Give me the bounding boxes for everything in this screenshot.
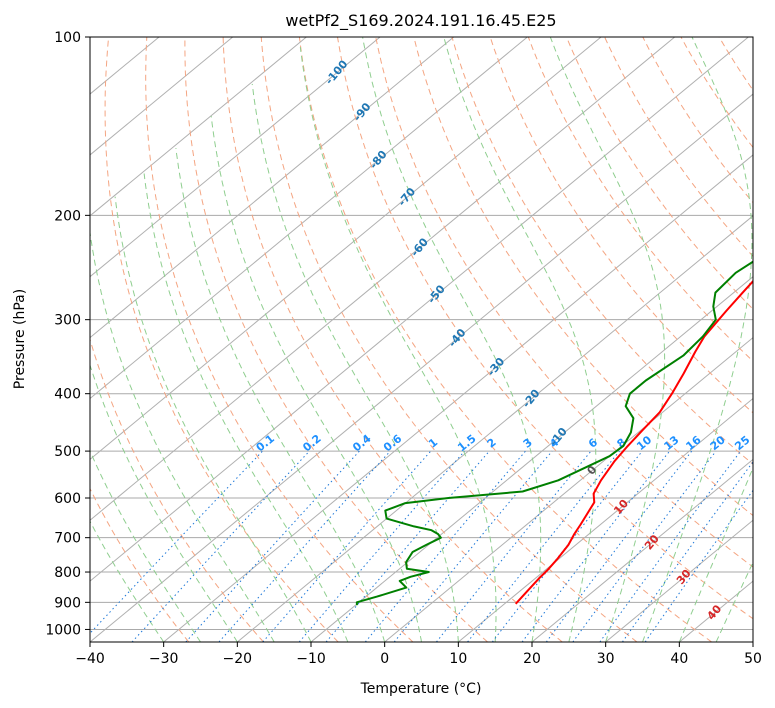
dry-adiabat-line [90, 487, 190, 642]
x-tick-label: 40 [670, 651, 688, 667]
isotherm-line [90, 37, 234, 156]
moist-adiabat-line [90, 520, 165, 642]
dry-adiabat-line [222, 37, 563, 642]
y-tick-label: 100 [54, 30, 81, 46]
y-tick-label: 600 [54, 491, 81, 507]
dry-adiabat-line [451, 37, 753, 465]
x-tick-label: −10 [296, 651, 326, 667]
isotherm-line [458, 397, 753, 642]
mixing-ratio-line [644, 489, 753, 642]
moist-adiabat-line [90, 449, 201, 642]
x-tick-label: −40 [75, 651, 105, 667]
moist-adiabat-line [175, 148, 386, 642]
moist-adiabat-line [299, 47, 497, 642]
dry-adiabat-line [413, 37, 753, 517]
isotherm-line [90, 37, 381, 278]
x-tick-label: 0 [380, 651, 389, 667]
y-axis-title: Pressure (hPa) [12, 289, 28, 389]
dry-adiabat-line [260, 37, 638, 642]
isotherm-line [237, 215, 753, 642]
mixing-ratio-line [467, 450, 620, 642]
moist-adiabat-line [549, 37, 666, 642]
isotherm-line [384, 336, 753, 642]
mixing-ratio-line [262, 450, 432, 642]
mixing-ratio-line [621, 461, 753, 642]
dry-adiabat-line [489, 37, 753, 414]
temperature-profile-line [514, 279, 753, 605]
moist-adiabat-line [678, 466, 753, 642]
x-tick-label: 10 [449, 651, 467, 667]
mixing-ratio-line [298, 450, 465, 642]
x-tick-label: −30 [149, 651, 179, 667]
isotherm-line [531, 458, 753, 642]
dewpoint-profile-line [355, 260, 753, 606]
isotherm-line [605, 519, 753, 642]
x-tick-label: 50 [744, 651, 762, 667]
mixing-ratio-line [131, 450, 310, 642]
dry-adiabat-line [145, 37, 414, 642]
isotherm-line [90, 37, 307, 217]
y-tick-label: 300 [54, 313, 81, 329]
dry-adiabat-line [565, 37, 753, 310]
isotherm-line [90, 37, 749, 582]
moist-adiabat-line [443, 37, 597, 642]
y-tick-label: 900 [54, 595, 81, 611]
mixing-ratio-line [185, 450, 360, 642]
axes: −40 −30 −20 −10 0 10 20 30 40 50 100 200 300 400 500 60… [45, 30, 762, 667]
y-tick-label: 500 [54, 444, 81, 460]
plot-area: 0.10.20.40.611.52346810131620253036-100-… [90, 37, 753, 642]
dry-adiabat-line [90, 337, 264, 642]
isotherm-line [90, 37, 528, 400]
x-tick-label: −20 [223, 651, 253, 667]
dry-adiabat-line [298, 37, 712, 642]
y-tick-label: 700 [54, 531, 81, 547]
isotherm-line [90, 37, 676, 521]
moist-adiabat-line [114, 196, 312, 642]
dry-adiabat-line [527, 37, 753, 362]
y-tick-label: 800 [54, 565, 81, 581]
isotherm-line [90, 37, 455, 339]
mixing-ratio-line [90, 450, 263, 635]
y-tick-label: 400 [54, 387, 81, 403]
mixing-ratio-line [436, 450, 592, 642]
moist-adiabat-line [143, 173, 349, 642]
mixing-ratio-line [218, 450, 391, 642]
moist-adiabat-line [642, 37, 753, 642]
y-tick-label: 200 [54, 208, 81, 224]
x-tick-label: 30 [597, 651, 615, 667]
isotherm-line [163, 154, 753, 642]
mixing-ratio-line [545, 450, 693, 642]
moist-adiabat-line [251, 83, 459, 642]
x-tick-label: 20 [523, 651, 541, 667]
dry-adiabat-line [184, 37, 488, 642]
y-tick-label: 1000 [45, 622, 81, 638]
mixing-ratio-line [325, 450, 490, 642]
x-axis-title: Temperature (°C) [360, 681, 482, 697]
moist-adiabat-line [210, 116, 422, 642]
isotherm-line [90, 93, 753, 642]
plot-frame [89, 36, 754, 643]
chart-title: wetPf2_S169.2024.191.16.45.E25 [285, 11, 556, 31]
